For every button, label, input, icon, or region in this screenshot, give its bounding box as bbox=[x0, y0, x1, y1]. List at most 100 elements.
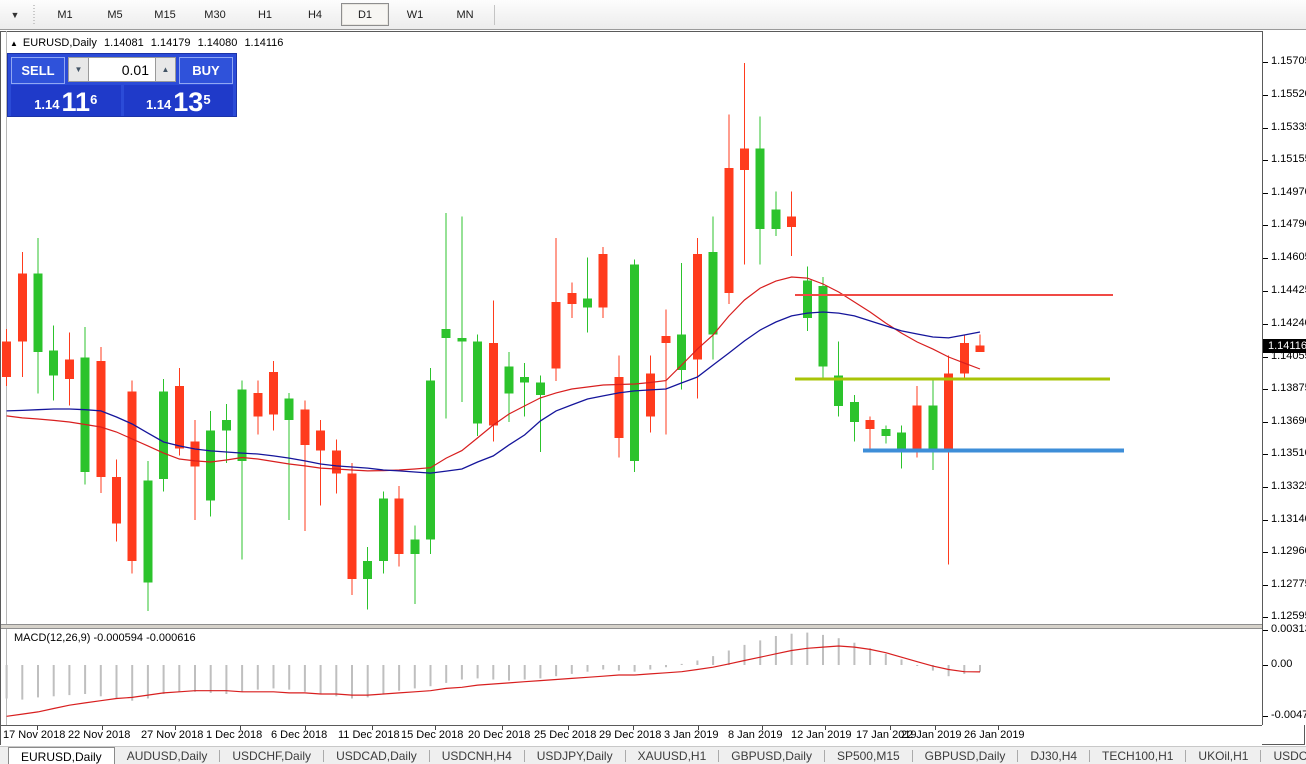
timeframe-button-m15[interactable]: M15 bbox=[154, 8, 176, 21]
macd-histogram-bar bbox=[115, 665, 118, 699]
candle-body bbox=[567, 293, 577, 304]
date-label: 27 Nov 2018 bbox=[141, 729, 204, 741]
macd-histogram-bar bbox=[869, 648, 872, 665]
price-tick-label: 1.14605 bbox=[1263, 251, 1306, 263]
candle-body bbox=[692, 254, 702, 360]
macd-histogram-bar bbox=[743, 644, 746, 665]
macd-histogram-bar bbox=[570, 665, 573, 674]
macd-histogram-bar bbox=[131, 665, 134, 701]
candle-body bbox=[206, 430, 216, 501]
candle-body bbox=[49, 350, 59, 376]
candle-body bbox=[818, 286, 828, 367]
chart-tab-usdchf-daily[interactable]: USDCHF,Daily bbox=[232, 749, 312, 763]
chart-tab-gbpusd-daily[interactable]: GBPUSD,Daily bbox=[924, 749, 1006, 763]
timeframe-button-m30[interactable]: M30 bbox=[204, 8, 226, 21]
time-tick bbox=[935, 726, 936, 730]
candle-body bbox=[331, 450, 341, 474]
macd-histogram-bar bbox=[303, 665, 306, 692]
price-axis[interactable]: 1.15705 1.15520 1.15335 1.15155 1.14970 1.147… bbox=[1262, 31, 1306, 725]
volume-input[interactable] bbox=[89, 57, 155, 82]
candle-body bbox=[849, 402, 859, 422]
time-axis[interactable]: 17 Nov 2018 22 Nov 2018 27 Nov 2018 1 Dec 2… bbox=[1, 725, 1262, 745]
triangle-up-icon: ▲ bbox=[10, 39, 18, 48]
sell-price-display[interactable]: 1.14 11 6 bbox=[11, 85, 121, 116]
sell-button[interactable]: SELL bbox=[11, 57, 65, 84]
chart-tab-ukoil-h1[interactable]: UKOil,H1 bbox=[1198, 749, 1249, 763]
timeframe-button-m1[interactable]: M1 bbox=[57, 8, 73, 21]
toolbar-grip-handle[interactable] bbox=[30, 4, 37, 25]
buy-button[interactable]: BUY bbox=[179, 57, 233, 84]
buy-price-display[interactable]: 1.14 13 5 bbox=[123, 85, 233, 116]
candle-wick bbox=[461, 216, 463, 403]
timeframe-button-d1[interactable]: D1 bbox=[341, 3, 389, 26]
price-tick-label: 1.12775 bbox=[1263, 578, 1306, 590]
resistance-red-line[interactable] bbox=[795, 294, 1113, 296]
candle-body bbox=[17, 273, 27, 342]
candle-body bbox=[834, 375, 844, 406]
timeframe-button-mn[interactable]: MN bbox=[456, 8, 474, 21]
price-tick-label: 1.13875 bbox=[1263, 382, 1306, 394]
chart-tab-eurusd-daily[interactable]: EURUSD,Daily bbox=[8, 747, 115, 764]
chart-tab-tech100-h1[interactable]: TECH100,H1 bbox=[1102, 749, 1174, 763]
support-blue-line[interactable] bbox=[863, 448, 1124, 453]
indicator-splitter[interactable] bbox=[1, 624, 1262, 629]
macd-histogram-bar bbox=[99, 665, 102, 697]
time-tick bbox=[435, 726, 436, 730]
candle-wick bbox=[241, 380, 243, 560]
timeframe-button-m5[interactable]: M5 bbox=[107, 8, 123, 21]
candle-wick bbox=[524, 362, 526, 417]
date-label: 20 Dec 2018 bbox=[468, 729, 531, 741]
chart-tab-usdcad-daily[interactable]: USDCAD,Daily bbox=[336, 749, 417, 763]
candle-body bbox=[33, 273, 43, 353]
chart-tab-xauusd-h1[interactable]: XAUUSD,H1 bbox=[637, 749, 707, 763]
macd-chart-canvas[interactable] bbox=[2, 629, 1261, 725]
macd-histogram-bar bbox=[759, 640, 762, 665]
chart-tab-sp500-m15[interactable]: SP500,M15 bbox=[836, 749, 900, 763]
macd-histogram-bar bbox=[633, 665, 636, 672]
date-label: 25 Dec 2018 bbox=[534, 729, 597, 741]
candle-body bbox=[441, 329, 451, 338]
timeframe-button-h4[interactable]: H4 bbox=[307, 8, 323, 21]
volume-increase-button[interactable]: ▲ bbox=[155, 57, 176, 82]
timeframe-button-h1[interactable]: H1 bbox=[257, 8, 273, 21]
chart-tab-audusd-daily[interactable]: AUDUSD,Daily bbox=[126, 749, 208, 763]
candle-body bbox=[316, 430, 326, 451]
macd-histogram-bar bbox=[712, 656, 715, 665]
macd-histogram-bar bbox=[649, 665, 652, 670]
macd-histogram-bar bbox=[209, 665, 212, 693]
candle-body bbox=[190, 441, 200, 467]
candle-wick bbox=[320, 420, 322, 506]
candle-body bbox=[630, 264, 640, 462]
price-chart-canvas[interactable] bbox=[2, 33, 1261, 624]
macd-histogram-bar bbox=[194, 665, 196, 692]
macd-histogram-bar bbox=[680, 663, 683, 665]
price-tick-label: 1.12595 bbox=[1263, 610, 1306, 622]
macd-histogram-bar bbox=[178, 665, 181, 692]
macd-histogram-bar bbox=[476, 665, 479, 679]
candle-body bbox=[127, 391, 137, 562]
chart-tab-dj30-h4[interactable]: DJ30,H4 bbox=[1030, 749, 1078, 763]
candle-body bbox=[708, 252, 718, 335]
timeframe-button-w1[interactable]: W1 bbox=[406, 8, 424, 21]
chart-tab-usdcnh-h4[interactable]: USDCNH,H4 bbox=[441, 749, 512, 763]
chart-tab-usdjpy-daily[interactable]: USDJPY,Daily bbox=[536, 749, 613, 763]
price-tick-label: 1.13690 bbox=[1263, 415, 1306, 427]
chart-tab-usdc[interactable]: USDC bbox=[1273, 749, 1306, 763]
chevron-down-icon[interactable]: ▼ bbox=[10, 9, 20, 20]
macd-histogram-bar bbox=[900, 659, 903, 665]
pivot-yellow-line[interactable] bbox=[795, 377, 1110, 381]
candle-body bbox=[598, 254, 608, 308]
price-tick-label: 1.12960 bbox=[1263, 545, 1306, 557]
candle-body bbox=[583, 298, 592, 308]
candle-body bbox=[520, 377, 530, 383]
candle-body bbox=[488, 343, 498, 426]
candle-wick bbox=[225, 404, 227, 463]
date-label: 17 Nov 2018 bbox=[3, 729, 66, 741]
macd-histogram-bar bbox=[413, 665, 416, 689]
price-tick-label: 1.13140 bbox=[1263, 513, 1306, 525]
chart-tab-gbpusd-daily[interactable]: GBPUSD,Daily bbox=[731, 749, 812, 763]
macd-histogram-bar bbox=[979, 665, 981, 672]
candle-body bbox=[473, 341, 483, 424]
volume-decrease-button[interactable]: ▼ bbox=[68, 57, 89, 82]
tab-divider bbox=[718, 750, 720, 762]
